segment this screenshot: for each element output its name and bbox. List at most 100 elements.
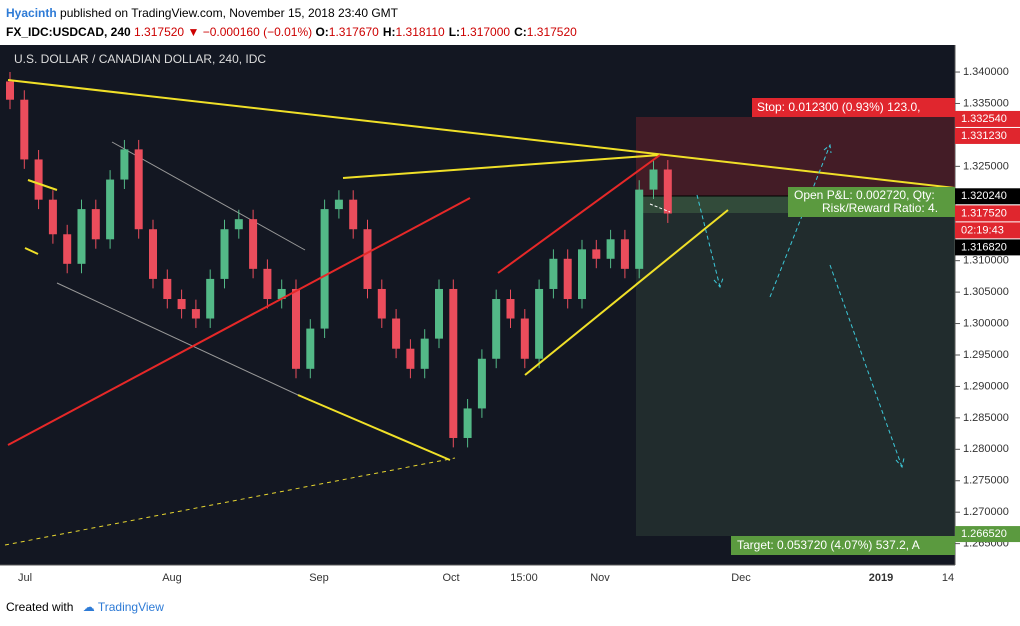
x-tick-label: Aug bbox=[162, 572, 182, 584]
y-tick-label: 1.295000 bbox=[963, 349, 1009, 361]
countdown: 02:19:43 bbox=[961, 224, 1004, 236]
chart: U.S. DOLLAR / CANADIAN DOLLAR, 240, IDC … bbox=[0, 45, 1020, 585]
candle-body bbox=[363, 229, 372, 289]
rr-label: Risk/Reward Ratio: 4. bbox=[822, 201, 938, 215]
trend-line bbox=[7, 79, 956, 189]
price-label-bg bbox=[955, 127, 1020, 144]
trend-line bbox=[56, 282, 299, 396]
target-label-bg bbox=[731, 536, 955, 555]
stop-label-bg bbox=[752, 98, 955, 117]
candle-body bbox=[420, 338, 429, 369]
last: 1.317520 bbox=[134, 25, 185, 39]
brand-name[interactable]: TradingView bbox=[97, 600, 164, 614]
y-tick-label: 1.270000 bbox=[963, 506, 1009, 518]
trend-line bbox=[24, 247, 39, 255]
arrow bbox=[649, 203, 671, 213]
candle-body bbox=[292, 288, 300, 369]
x-tick-label: 14 bbox=[942, 572, 954, 584]
ohlc-value: 1.318110 bbox=[395, 25, 445, 39]
price-label: 1.316820 bbox=[961, 241, 1007, 253]
brand[interactable]: ☁ TradingView bbox=[82, 600, 164, 614]
candle-body bbox=[91, 209, 100, 240]
candle-body bbox=[377, 288, 386, 319]
y-tick-label: 1.305000 bbox=[963, 286, 1009, 298]
candle-body bbox=[606, 239, 615, 259]
price-label: 1.332540 bbox=[961, 113, 1007, 125]
candle-body bbox=[234, 219, 243, 230]
ohlc-key: H: bbox=[382, 25, 396, 39]
price-label: 1.320240 bbox=[961, 190, 1007, 202]
candles bbox=[6, 72, 672, 448]
candle-body bbox=[191, 309, 200, 319]
candle-body bbox=[120, 149, 129, 180]
price-label-bg bbox=[955, 526, 1020, 543]
candle-body bbox=[263, 268, 272, 300]
candle-body bbox=[20, 99, 29, 160]
x-tick-label: Dec bbox=[731, 572, 751, 584]
chart-title: U.S. DOLLAR / CANADIAN DOLLAR, 240, IDC bbox=[14, 52, 266, 66]
candle-body bbox=[549, 258, 558, 289]
ohlc-value: 1.317520 bbox=[526, 25, 577, 39]
pnl-label-bg bbox=[788, 187, 955, 217]
candle-body bbox=[578, 249, 586, 300]
y-tick-label: 1.325000 bbox=[963, 160, 1009, 172]
arrow bbox=[769, 144, 832, 298]
header-line: FX_IDC:USDCAD, 240 1.317520 ▼ −0.000160 … bbox=[6, 23, 581, 42]
candle-body bbox=[506, 299, 515, 319]
symbol: FX_IDC:USDCAD, 240 bbox=[6, 25, 131, 39]
trend-line bbox=[342, 154, 661, 179]
price-label: 1.331230 bbox=[961, 130, 1007, 142]
candle-body bbox=[477, 358, 486, 409]
arrow bbox=[829, 264, 905, 469]
trend-line bbox=[7, 197, 471, 446]
ohlc-key: O: bbox=[315, 25, 329, 39]
created: Created with bbox=[6, 600, 74, 614]
target-label: Target: 0.053720 (4.07%) 537.2, A bbox=[737, 538, 920, 552]
target-zone bbox=[636, 196, 955, 536]
candle-body bbox=[306, 328, 315, 369]
candle-body bbox=[635, 189, 644, 269]
stop-label: Stop: 0.012300 (0.93%) 123.0, bbox=[757, 100, 920, 114]
y-tick-label: 1.275000 bbox=[963, 475, 1009, 487]
plot-bg bbox=[0, 45, 955, 565]
countdown-bg bbox=[955, 222, 1020, 239]
candle-body bbox=[392, 318, 401, 349]
candle-body bbox=[48, 199, 57, 235]
price-label-bg bbox=[955, 239, 1020, 256]
candle-body bbox=[6, 81, 14, 100]
ohlc-value: 1.317670 bbox=[328, 25, 379, 39]
price-label-bg bbox=[955, 205, 1020, 222]
candle-body bbox=[320, 209, 329, 329]
drawings bbox=[4, 117, 955, 546]
candle-body bbox=[206, 278, 215, 319]
candle-body bbox=[134, 149, 143, 230]
candle-body bbox=[535, 288, 544, 359]
candle-body bbox=[663, 169, 672, 214]
candle-body bbox=[406, 348, 415, 369]
candle-body bbox=[34, 159, 43, 200]
trend-line bbox=[297, 394, 451, 461]
candle-body bbox=[449, 288, 458, 438]
trend-line bbox=[524, 209, 729, 376]
candle-body bbox=[163, 278, 172, 300]
candle-body bbox=[149, 229, 157, 279]
candle-body bbox=[620, 239, 629, 269]
trend-line bbox=[27, 179, 58, 191]
drawings bbox=[7, 79, 956, 469]
ohlc-value: 1.317000 bbox=[460, 25, 511, 39]
x-tick-label: 2019 bbox=[869, 572, 893, 584]
arrow: ▼ bbox=[187, 25, 200, 39]
x-tick-label: Sep bbox=[309, 572, 329, 584]
y-tick-label: 1.340000 bbox=[963, 66, 1009, 78]
header-line: Hyacinth published on TradingView.com, N… bbox=[6, 4, 581, 23]
candle-body bbox=[563, 258, 572, 300]
ohlc-key: L: bbox=[448, 25, 461, 39]
author[interactable]: Hyacinth bbox=[6, 6, 57, 20]
candle-body bbox=[106, 179, 115, 240]
y-tick-label: 1.280000 bbox=[963, 443, 1009, 455]
change: −0.000160 (−0.01%) bbox=[202, 25, 313, 39]
candle-body bbox=[277, 288, 286, 300]
trend-line bbox=[497, 154, 661, 274]
candle-body bbox=[177, 299, 186, 310]
